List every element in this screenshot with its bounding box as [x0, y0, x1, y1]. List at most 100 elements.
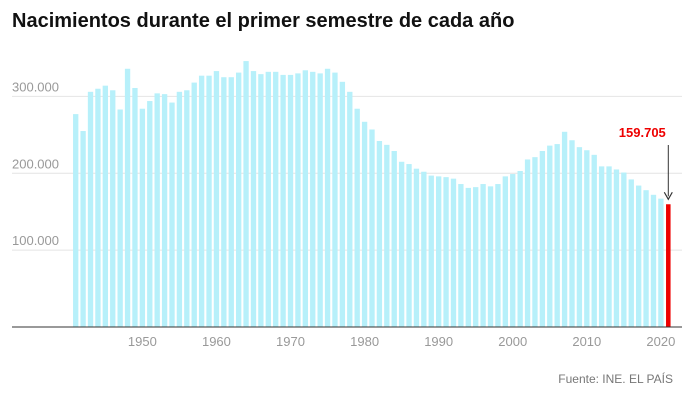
bar [80, 131, 86, 327]
bar [473, 187, 479, 327]
bar [606, 166, 612, 327]
bar [347, 91, 353, 328]
bar [110, 90, 116, 327]
bar [228, 77, 234, 327]
bar [539, 150, 546, 327]
y-tick-label: 100.000 [12, 233, 59, 248]
bar [391, 150, 397, 327]
bar [198, 75, 205, 327]
bar [124, 68, 131, 327]
bar [117, 109, 123, 327]
bar [206, 75, 212, 327]
bar [213, 71, 220, 328]
bar [384, 144, 390, 327]
bar [561, 131, 568, 327]
bar [628, 179, 634, 327]
bar [650, 194, 657, 327]
bars [73, 61, 671, 328]
bar [458, 184, 464, 327]
bar [591, 154, 597, 327]
bar [295, 73, 301, 327]
bar [524, 159, 531, 327]
bar [398, 161, 405, 327]
bar [636, 185, 642, 327]
bar [502, 176, 508, 327]
bar [613, 169, 620, 327]
y-tick-labels: 100.000 200.000 300.000 [12, 79, 59, 248]
bar [310, 71, 316, 327]
y-tick-label: 300.000 [12, 79, 59, 94]
bar [280, 74, 286, 327]
bar [191, 82, 197, 327]
bar [547, 145, 553, 327]
bar [273, 71, 279, 327]
bar [154, 93, 160, 328]
bar [132, 87, 138, 327]
bar [376, 141, 383, 327]
bar [250, 71, 257, 328]
bar [369, 129, 375, 327]
bar [73, 114, 79, 327]
arrow-head-icon [663, 191, 673, 201]
x-tick-label: 2000 [498, 334, 527, 349]
bar [361, 121, 368, 327]
highlight-annotation: 159.705 [619, 125, 673, 201]
bar [161, 94, 168, 327]
bar [87, 91, 94, 328]
source-note: Fuente: INE. EL PAÍS [558, 372, 673, 386]
bar [450, 178, 457, 327]
bar [443, 177, 449, 327]
highlight-value-label: 159.705 [619, 125, 666, 140]
x-tick-label: 1980 [350, 334, 379, 349]
bar [265, 71, 271, 327]
bar [554, 144, 560, 327]
x-tick-label: 2010 [572, 334, 601, 349]
bar [354, 108, 360, 328]
bar [421, 171, 427, 327]
bar [147, 101, 153, 327]
bar [339, 81, 346, 327]
chart-title: Nacimientos durante el primer semestre d… [12, 10, 515, 32]
bar [584, 150, 590, 327]
bar [658, 198, 664, 327]
x-tick-label: 1960 [202, 334, 231, 349]
x-tick-label: 2020 [646, 334, 675, 349]
y-tick-label: 200.000 [12, 156, 59, 171]
bar-highlight [666, 204, 671, 327]
bar [287, 74, 294, 327]
bar [184, 90, 190, 327]
bar [302, 70, 308, 327]
bar [621, 172, 627, 327]
bar [258, 74, 264, 327]
bar [569, 140, 575, 327]
bar [487, 186, 494, 327]
bar [532, 157, 538, 327]
bar [510, 174, 516, 327]
bar [332, 72, 338, 327]
bar [169, 102, 175, 327]
bar [643, 190, 649, 327]
bar [465, 187, 471, 327]
bar [221, 77, 227, 327]
bar [102, 85, 108, 327]
x-tick-label: 1950 [128, 334, 157, 349]
bar [598, 166, 605, 327]
bar [436, 176, 442, 327]
bar [95, 88, 101, 327]
x-tick-labels: 1950 1960 1970 1980 1990 2000 2010 2020 [128, 334, 675, 349]
bar [176, 91, 183, 328]
bar [480, 184, 486, 327]
bar [413, 168, 420, 327]
bar [243, 61, 249, 328]
bar [576, 147, 583, 327]
bar [236, 72, 242, 327]
bar [317, 73, 323, 327]
bar [139, 108, 146, 328]
bar [406, 164, 412, 327]
bar [495, 184, 501, 327]
bar [517, 170, 523, 327]
bar [324, 68, 331, 327]
x-tick-label: 1990 [424, 334, 453, 349]
bar [428, 175, 434, 327]
